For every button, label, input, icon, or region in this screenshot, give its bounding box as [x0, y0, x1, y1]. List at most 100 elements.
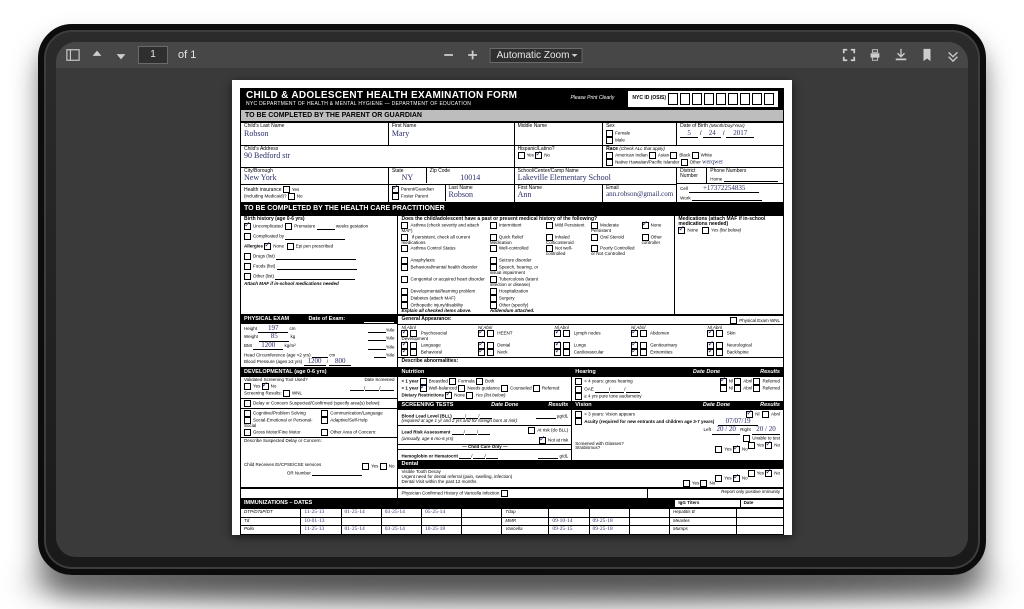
- pg-first-value: Ann: [518, 191, 599, 199]
- hearing-res: Results: [760, 370, 780, 376]
- nut-lt1: < 1 year: [401, 379, 418, 384]
- bmi-label: BMI: [244, 343, 252, 348]
- hear-nl1: Nl: [729, 379, 733, 384]
- birth-title: Birth history (age 0-6 yrs): [244, 216, 305, 222]
- race-hint: (Check ALL that apply): [619, 146, 665, 151]
- maf-note: Attach MAF if in-school medications need…: [244, 281, 339, 286]
- dev-or: OR Number: [287, 470, 311, 475]
- page-up-icon[interactable]: [90, 48, 104, 62]
- osis-label: NYC ID (OSIS): [632, 96, 666, 101]
- section2-bar: TO BE COMPLETED BY THE HEALTH CARE PRACT…: [240, 203, 784, 214]
- cco-label: Child Care Only: [468, 444, 502, 449]
- page-number-input[interactable]: 1: [138, 46, 168, 64]
- vis-lt3: < 3 years: Vision appears: [584, 412, 635, 417]
- nut-fo: Formula: [458, 379, 475, 384]
- history-title: Does the child/adolescent have a past or…: [401, 216, 597, 222]
- dental-title: Dental: [398, 461, 783, 469]
- home-label: Home: [710, 176, 722, 181]
- vis-g-no: No: [774, 442, 780, 447]
- vis-l: Left: [703, 427, 711, 432]
- dev-desc2: Describe Suspected Delay or Concern:: [244, 438, 322, 443]
- birth-comp: Complicated by: [253, 234, 284, 239]
- city-value: New York: [244, 174, 385, 182]
- pdf-page: CHILD & ADOLESCENT HEALTH EXAMINATION FO…: [232, 80, 792, 535]
- vision-res: Results: [760, 403, 780, 409]
- dob-month: 5: [680, 130, 698, 138]
- sex-male: Male: [615, 137, 625, 142]
- pdf-viewer[interactable]: CHILD & ADOLESCENT HEALTH EXAMINATION FO…: [56, 68, 968, 557]
- nut-bf: Breastfed: [429, 379, 448, 384]
- dev-table: DEVELOPMENTAL (age 0-6 yrs) Validated Sc…: [240, 368, 784, 487]
- first-name-value: Mary: [392, 130, 511, 138]
- dd-y: Yes: [757, 471, 764, 476]
- pe-wnl: Physical Exam WNL: [739, 318, 780, 323]
- print-clearly-label: Please Print Clearly: [570, 96, 614, 101]
- race-other: Other: [690, 160, 701, 165]
- weight-pct: %ile: [386, 336, 395, 341]
- dev-delay: Delay or Concern Suspected/Confirmed (sp…: [253, 401, 381, 406]
- nut-co: Counseled: [510, 386, 532, 391]
- nut-ref: Referred: [542, 386, 560, 391]
- addr-value: 90 Bedford str: [244, 152, 511, 160]
- dev-no: No: [271, 384, 277, 389]
- last-name-value: Robson: [244, 130, 385, 138]
- allergies-epi: Epi pen prescribed: [296, 244, 334, 249]
- race-other-val: werqwer: [702, 160, 723, 166]
- hear-lt4: < 4 years: gross hearing: [584, 379, 632, 384]
- bp-label: Blood Pressure (ages ≥3 yrs): [244, 359, 302, 364]
- vision-title: Vision: [575, 403, 703, 409]
- ins-no: No: [297, 194, 303, 199]
- race-label: Race: [606, 146, 618, 152]
- bookmark-icon[interactable]: [920, 48, 934, 62]
- dev-tool: Validated Screening Tool Used?: [244, 377, 308, 382]
- zoom-out-icon[interactable]: [442, 48, 456, 62]
- bmi-value: 1200: [253, 342, 283, 350]
- print-icon[interactable]: [868, 48, 882, 62]
- zoom-select[interactable]: Automatic Zoom: [490, 48, 583, 63]
- ga-title: General Appearance:: [401, 316, 451, 322]
- download-icon[interactable]: [894, 48, 908, 62]
- district-label: District Number: [677, 168, 707, 184]
- lra-label: Lead Risk Assessment: [401, 429, 450, 434]
- dd-n: No: [774, 471, 780, 476]
- nutrition-title: Nutrition: [398, 369, 571, 377]
- nut-diet-none: None: [454, 393, 465, 398]
- dob-hint: (Month/Day/Year): [709, 123, 744, 128]
- meds-title: Medications (attach MAF if in-school med…: [678, 216, 765, 227]
- height-pct: %ile: [386, 327, 395, 332]
- pdf-toolbar: 1 of 1 Automatic Zoom: [56, 42, 968, 69]
- tablet-bezel: 1 of 1 Automatic Zoom: [38, 24, 986, 575]
- vis-acuity: Acuity (required for new entrants and ch…: [584, 419, 714, 424]
- page-down-icon[interactable]: [114, 48, 128, 62]
- race-as: Asian: [658, 153, 669, 158]
- tools-icon[interactable]: [946, 48, 960, 62]
- nut-both: Both: [485, 379, 494, 384]
- dev-yes: Yes: [253, 384, 260, 389]
- vis-g-yes: Yes: [757, 442, 764, 447]
- email-value: ann.robson@gmail.com: [606, 191, 673, 198]
- hear-abn1: Abnl: [743, 379, 752, 384]
- dr-y: Yes: [724, 476, 731, 481]
- cell-label: Cell: [680, 186, 688, 191]
- exam-desc: Describe abnormalities:: [401, 358, 458, 364]
- hgb-label: Hemoglobin or Hematocrit: [401, 454, 458, 459]
- fullscreen-icon[interactable]: [842, 48, 856, 62]
- hearing-dd: Date Done: [693, 370, 720, 376]
- sidebar-toggle-icon[interactable]: [66, 48, 80, 62]
- lra-risk: At risk (do BLL): [537, 427, 568, 432]
- nut-diet-yes: Yes (list below): [475, 393, 505, 398]
- titers-label: IgG Titers: [678, 500, 699, 505]
- vis-s-yes: Yes: [724, 447, 731, 452]
- vision-dd: Date Done: [703, 403, 730, 409]
- race-ai: American Indian: [615, 153, 648, 158]
- form-subtitle: NYC DEPARTMENT OF HEALTH & MENTAL HYGIEN…: [246, 102, 517, 107]
- zoom-in-icon[interactable]: [466, 48, 480, 62]
- dev-wnl: WNL: [292, 391, 302, 396]
- page-total-label: of 1: [178, 49, 196, 61]
- race-nh: Native Hawaiian/Pacific Islander: [615, 160, 679, 165]
- dob-day: 24: [703, 130, 721, 138]
- cell-value: +17372254835: [689, 185, 759, 193]
- screen-title: SCREENING TESTS: [401, 403, 491, 409]
- nut-gt1: > 1 year: [401, 386, 418, 391]
- hearing-title: Hearing: [575, 370, 693, 376]
